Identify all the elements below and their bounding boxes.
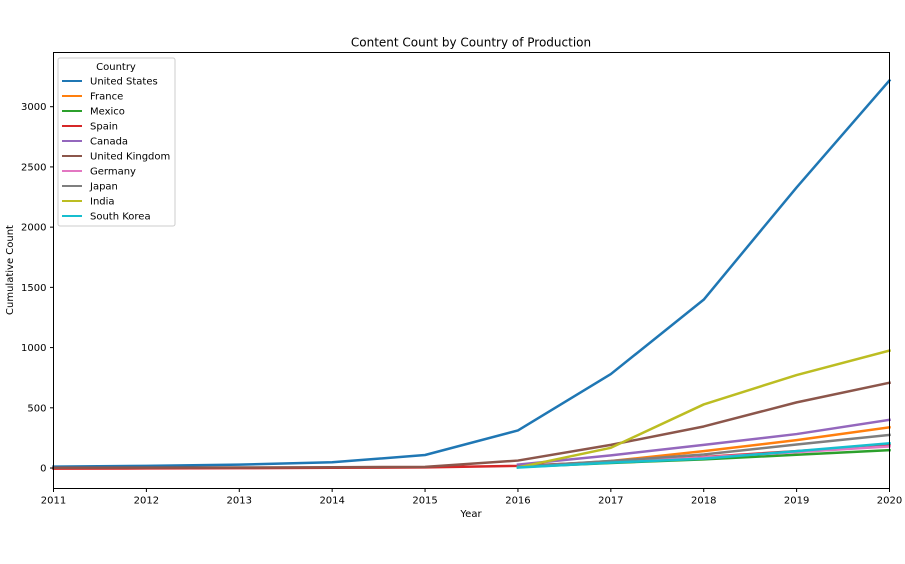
series-line-united-states: [52, 78, 892, 468]
x-tick-label: 2018: [691, 496, 716, 507]
y-tick-label: 1500: [21, 283, 46, 294]
legend-label-spain: Spain: [90, 122, 118, 133]
legend: Country United States France Mexico Spain Ca…: [57, 57, 176, 227]
y-tick-label: 2000: [21, 223, 46, 234]
legend-label-india: India: [90, 197, 115, 208]
series-line-united-kingdom: [52, 381, 891, 470]
series-line-india: [516, 349, 892, 469]
x-tick-label: 2014: [319, 496, 344, 507]
series-line-south-korea: [516, 441, 891, 469]
y-tick-label: 2500: [21, 162, 46, 173]
legend-label-mexico: Mexico: [90, 107, 125, 118]
y-axis: 0 500 1000 1500 2000 2500 3000: [21, 102, 54, 475]
x-axis-label: Year: [459, 509, 482, 520]
x-tick-label: 2020: [877, 496, 902, 507]
y-axis-label: Cumulative Count: [5, 225, 16, 315]
x-tick-label: 2017: [598, 496, 623, 507]
chart-title: Content Count by Country of Production: [351, 36, 591, 50]
legend-box: [57, 57, 176, 227]
y-tick-label: 3000: [21, 102, 46, 113]
series-line-canada: [516, 418, 891, 467]
series-layer: [52, 78, 892, 470]
series-line-japan: [516, 433, 891, 468]
legend-title: Country: [96, 62, 136, 73]
legend-label-canada: Canada: [90, 137, 128, 148]
legend-items: United States France Mexico Spain Canada Unit…: [62, 77, 170, 223]
y-tick-label: 500: [27, 403, 46, 414]
x-tick-label: 2019: [784, 496, 809, 507]
legend-label-germany: Germany: [90, 167, 136, 178]
legend-label-united-states: United States: [90, 77, 158, 88]
x-tick-label: 2012: [134, 496, 159, 507]
legend-label-france: France: [90, 92, 123, 103]
y-tick-label: 0: [40, 464, 46, 475]
x-tick-label: 2013: [227, 496, 252, 507]
x-tick-label: 2011: [41, 496, 66, 507]
x-tick-label: 2015: [412, 496, 437, 507]
x-tick-label: 2016: [505, 496, 530, 507]
legend-label-south-korea: South Korea: [90, 212, 151, 223]
plot-frame: [53, 52, 890, 489]
legend-label-united-kingdom: United Kingdom: [90, 152, 170, 163]
x-axis: 2011 2012 2013 2014 2015 2016 2017 2018 2019 2020: [41, 488, 902, 507]
legend-label-japan: Japan: [89, 182, 118, 193]
y-tick-label: 1000: [21, 343, 46, 354]
